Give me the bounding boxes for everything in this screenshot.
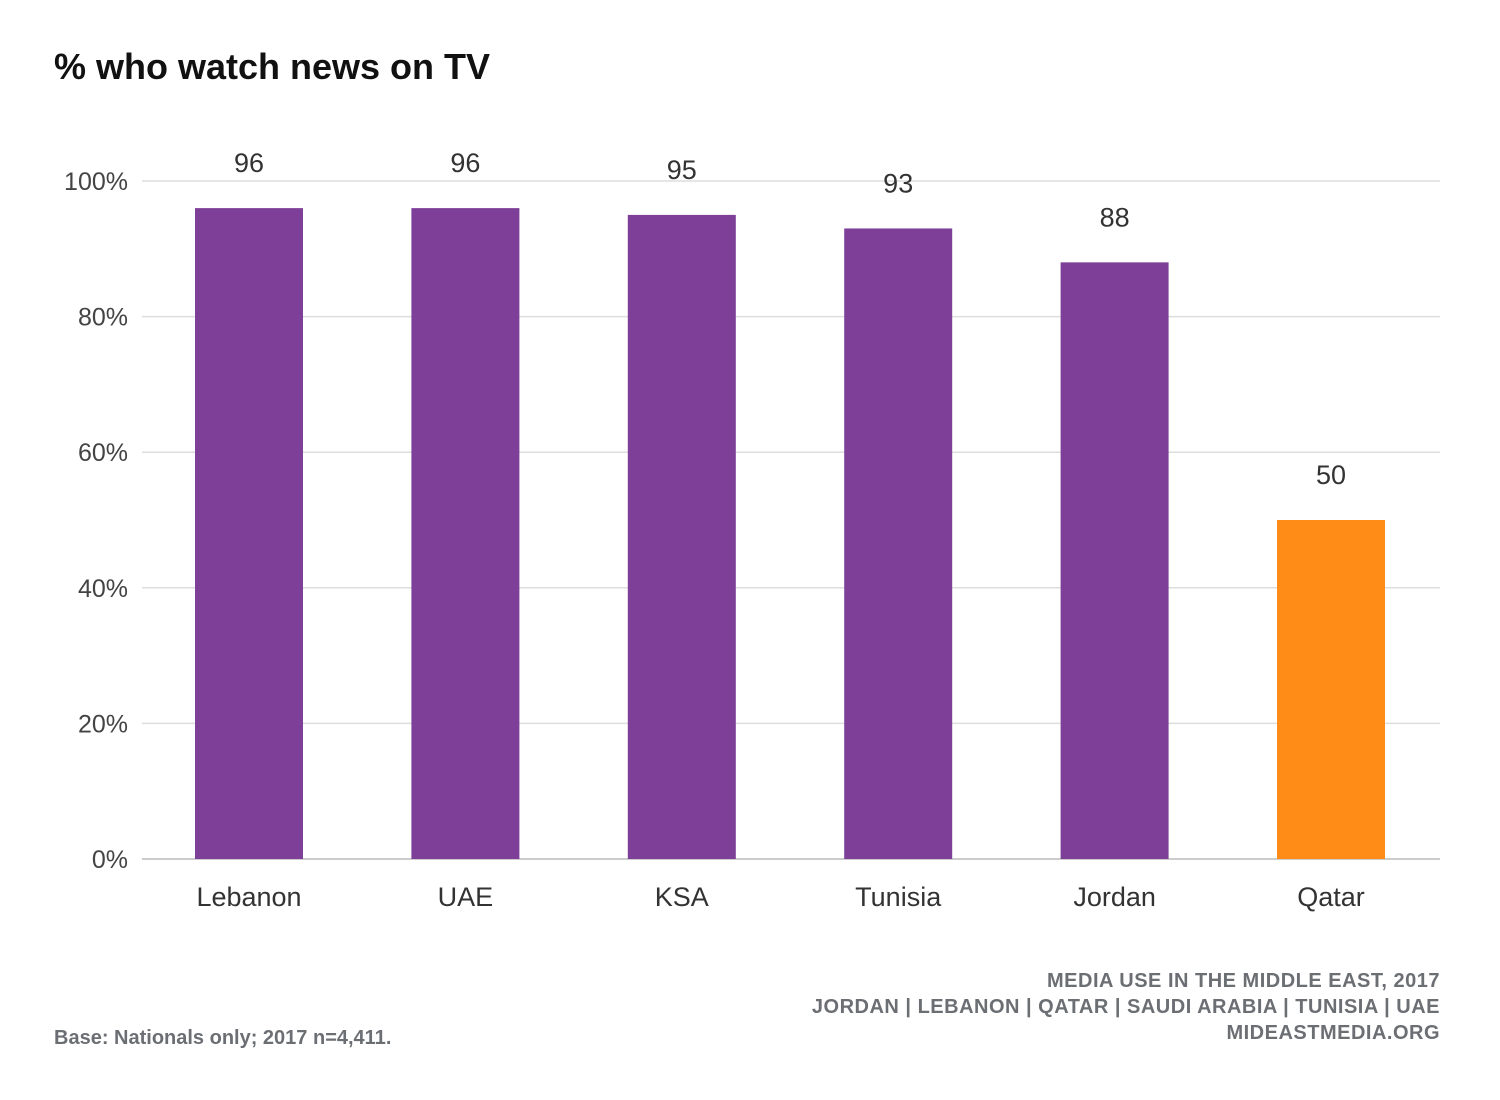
source-line-survey: MEDIA USE IN THE MIDDLE EAST, 2017 [1047, 970, 1440, 992]
x-tick-label-uae: UAE [438, 882, 494, 912]
data-label-uae: 96 [450, 148, 480, 178]
base-note: Base: Nationals only; 2017 n=4,411. [54, 1027, 392, 1049]
y-tick-label-80: 80% [78, 304, 128, 332]
bars [195, 208, 1385, 859]
bar-tunisia [844, 228, 953, 859]
data-label-qatar: 50 [1316, 460, 1346, 490]
bar-jordan [1060, 262, 1169, 859]
x-tick-label-ksa: KSA [655, 882, 709, 912]
source-block: MEDIA USE IN THE MIDDLE EAST, 2017 JORDA… [812, 968, 1440, 1046]
bar-ksa [627, 214, 736, 859]
y-tick-label-100: 100% [64, 168, 128, 196]
source-line-countries: JORDAN | LEBANON | QATAR | SAUDI ARABIA … [811, 996, 1440, 1018]
y-axis-tick-labels: 0% 20% 40% 60% 80% 100% [64, 168, 128, 874]
chart-title: % who watch news on TV [54, 46, 491, 87]
x-tick-label-tunisia: Tunisia [855, 882, 942, 912]
x-axis-tick-labels: Lebanon UAE KSA Tunisia Jordan Qatar [196, 882, 1364, 912]
source-line-website: MIDEASTMEDIA.ORG [1226, 1022, 1440, 1044]
y-tick-label-0: 0% [92, 846, 128, 874]
x-tick-label-qatar: Qatar [1297, 882, 1365, 912]
y-tick-label-60: 60% [78, 439, 128, 467]
data-label-ksa: 95 [667, 155, 697, 185]
data-label-jordan: 88 [1100, 202, 1130, 232]
data-label-tunisia: 93 [883, 168, 913, 198]
data-labels: 96 96 95 93 88 50 [234, 148, 1346, 490]
bar-uae [411, 208, 520, 859]
y-tick-label-40: 40% [78, 575, 128, 603]
data-label-lebanon: 96 [234, 148, 264, 178]
gridlines [142, 180, 1440, 860]
bar-lebanon [195, 208, 303, 859]
y-tick-label-20: 20% [78, 710, 128, 738]
x-tick-label-jordan: Jordan [1073, 882, 1156, 912]
bar-qatar [1277, 520, 1385, 859]
x-tick-label-lebanon: Lebanon [196, 882, 301, 912]
